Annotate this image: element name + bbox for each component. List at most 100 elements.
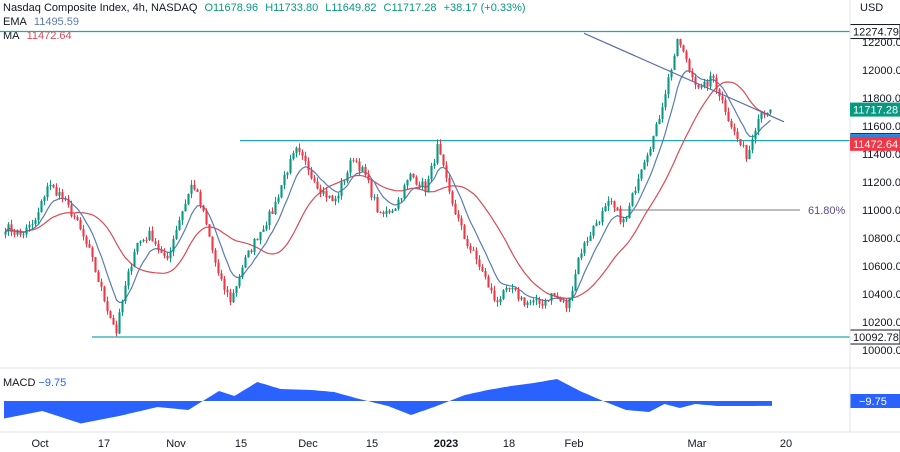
candle-body [625, 218, 628, 220]
candle-body [301, 151, 304, 156]
candle-body [235, 286, 238, 294]
candle-body [280, 185, 283, 198]
candle-body [94, 257, 97, 272]
ema-legend[interactable]: EMA 11495.59 [3, 15, 83, 29]
candle-body [7, 224, 10, 232]
candle-body [298, 147, 301, 152]
candle-body [649, 148, 652, 156]
price-tick-label: 10200.00 [862, 317, 900, 329]
candle-body [193, 184, 196, 190]
candle-body [397, 199, 400, 209]
candle-body [643, 162, 646, 170]
price-tick-label: 12200.00 [862, 37, 900, 49]
candle-body [139, 241, 142, 243]
candle-body [37, 212, 40, 220]
candle-body [343, 181, 346, 183]
candle-body [679, 39, 682, 46]
candle-body [583, 242, 586, 254]
candle-body [88, 244, 91, 248]
candle-body [484, 270, 487, 277]
candle-body [289, 158, 292, 173]
candle-body [535, 299, 538, 301]
candle-body [409, 173, 412, 180]
price-tag-box [850, 136, 900, 151]
macd-pane: −9.75 [4, 379, 900, 424]
candle-body [256, 239, 259, 241]
candle-body [661, 107, 664, 120]
candle-body [475, 250, 478, 260]
candle-body [112, 317, 115, 325]
candle-body [97, 271, 100, 282]
candle-body [700, 86, 703, 88]
trendline[interactable] [583, 32, 785, 123]
candle-body [529, 302, 532, 304]
candle-body [739, 139, 742, 145]
price-tick-label: 10400.00 [862, 289, 900, 301]
price-axis[interactable]: 10000.00 10200.00 10400.00 10600.00 10800.00… [862, 37, 900, 357]
candle-body [481, 266, 484, 271]
candle-body [391, 210, 394, 213]
candle-body [400, 198, 403, 200]
candle-body [487, 276, 490, 288]
candle-body [154, 241, 157, 245]
ema-value: 11495.59 [33, 16, 79, 28]
macd-tag-box [850, 394, 900, 408]
close-value: C11717.28 [383, 2, 437, 14]
macd-label: MACD [3, 377, 36, 389]
price-tick-label: 10800.00 [862, 233, 900, 245]
candle-body [610, 200, 613, 202]
candle-body [175, 229, 178, 240]
candle-body [109, 311, 112, 318]
candle-body [457, 214, 460, 219]
candle-body [544, 300, 547, 306]
candle-body [367, 174, 370, 181]
candle-body [166, 255, 169, 259]
macd-legend[interactable]: MACD −9.75 [3, 377, 66, 389]
ma-legend[interactable]: MA 11472.64 [3, 29, 76, 43]
candle-body [727, 112, 730, 122]
candle-body [142, 239, 145, 242]
candle-body [640, 169, 643, 179]
candle-body [307, 161, 310, 171]
candle-body [445, 165, 448, 178]
candle-body [295, 147, 298, 154]
candle-body [202, 205, 205, 211]
candle-body [598, 222, 601, 224]
candle-body [508, 287, 511, 290]
ema-line [5, 70, 771, 304]
candle-body [70, 204, 73, 217]
candle-body [259, 231, 262, 241]
candle-body [172, 239, 175, 252]
candle-body [733, 127, 736, 132]
candle-body [151, 230, 154, 242]
candle-body [715, 77, 718, 90]
candle-body [16, 231, 19, 235]
candle-body [616, 207, 619, 210]
candle-body [40, 200, 43, 213]
candle-body [754, 130, 757, 140]
candle-body [589, 235, 592, 241]
candle-body [199, 191, 202, 206]
candle-body [196, 189, 199, 192]
candle-body [73, 216, 76, 218]
price-tick-label: 10000.00 [862, 345, 900, 357]
candle-body [328, 195, 331, 198]
candle-body [76, 217, 79, 221]
candle-body [106, 301, 109, 312]
candle-body [61, 192, 64, 199]
time-tick-label: 18 [503, 438, 515, 450]
candle-body [250, 250, 253, 252]
candle-body [253, 239, 256, 252]
moving-averages [5, 70, 771, 304]
price-tick-label: 11200.00 [862, 177, 900, 189]
price-tick-label: 11000.00 [862, 205, 900, 217]
candle-body [370, 180, 373, 198]
time-axis[interactable]: Oct 17 Nov 15 Dec 15 2023 18 Feb Mar 20 [31, 438, 792, 450]
candle-body [673, 56, 676, 70]
candle-body [274, 201, 277, 214]
candle-body [592, 225, 595, 236]
time-tick-label: Dec [298, 438, 318, 450]
candle-body [424, 181, 427, 192]
level-tag-label: 12274.79 [853, 27, 899, 39]
